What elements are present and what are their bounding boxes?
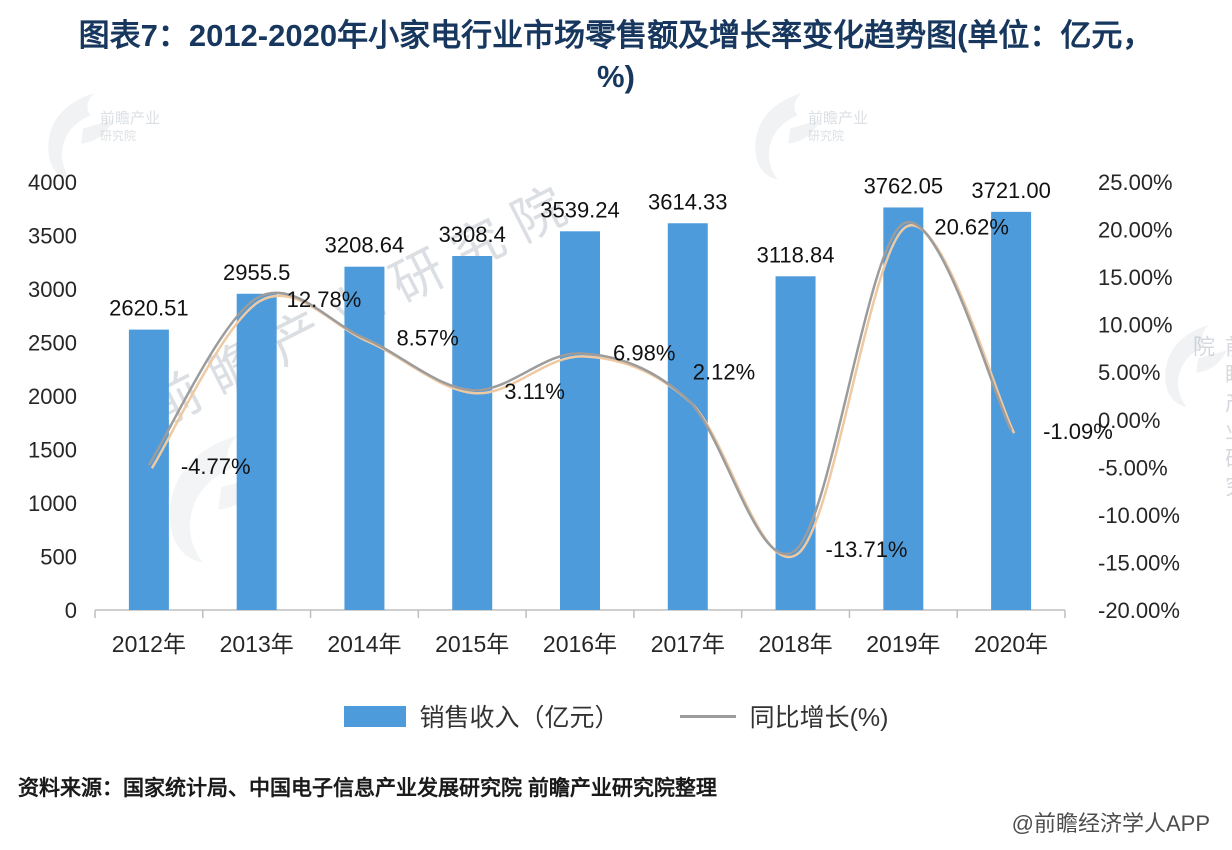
y-axis-left-tick: 500 — [40, 545, 77, 570]
bar-2012年 — [128, 329, 169, 610]
bar-value-label: 3208.64 — [325, 233, 405, 258]
y-axis-right-tick: 20.00% — [1098, 218, 1173, 243]
x-axis-category-label: 2013年 — [220, 631, 294, 657]
x-axis-category-label: 2019年 — [866, 631, 940, 657]
bar-2013年 — [236, 293, 277, 610]
bar-2016年 — [560, 231, 600, 610]
x-axis-category-label: 2012年 — [112, 631, 186, 657]
y-axis-left-tick: 3000 — [28, 277, 77, 302]
legend-label-line: 同比增长(%) — [749, 704, 889, 732]
y-axis-right-tick: -20.00% — [1098, 598, 1180, 623]
y-axis-left-tick: 2000 — [28, 384, 77, 409]
chart-title: 图表7：2012-2020年小家电行业市场零售额及增长率变化趋势图(单位：亿元，… — [78, 18, 1154, 94]
growth-value-label: -4.77% — [181, 454, 251, 479]
y-axis-left-tick: 1500 — [28, 438, 77, 463]
bar-value-label: 3539.24 — [540, 197, 620, 222]
growth-value-label: 3.11% — [504, 379, 565, 404]
chart-area: 0 500 1000 1500 2000 2500 3000 3500 4000 25.00% 20… — [0, 140, 1232, 700]
x-axis-category-label: 2015年 — [435, 631, 509, 657]
y-axis-right-tick: -10.00% — [1098, 503, 1180, 528]
legend: 销售收入（亿元） 同比增长(%) — [0, 698, 1232, 734]
y-axis-left-tick: 4000 — [28, 170, 77, 195]
bar-2019年 — [883, 207, 924, 611]
bar-value-label: 2955.5 — [223, 260, 290, 285]
bar-2014年 — [344, 266, 385, 610]
y-axis-right-tick: 5.00% — [1098, 360, 1160, 385]
x-axis-category-label: 2017年 — [651, 631, 725, 657]
x-axis-category-label: 2016年 — [543, 631, 617, 657]
y-axis-right-tick: 15.00% — [1098, 265, 1173, 290]
watermark-text-top-right: 前瞻产业 研究院 — [808, 110, 868, 144]
bar-2018年 — [775, 276, 816, 610]
y-axis-left-tick: 3500 — [28, 224, 77, 249]
source-note: 资料来源：国家统计局、中国电子信息产业发展研究院 前瞻产业研究院整理 — [18, 777, 717, 800]
growth-value-label: 6.98% — [613, 340, 675, 365]
legend-label-bars: 销售收入（亿元） — [419, 704, 620, 732]
bar-value-label: 3762.05 — [864, 173, 944, 198]
bar-value-label: 3308.4 — [439, 222, 506, 247]
line-series-swatch — [679, 714, 736, 718]
y-axis-right-tick: 25.00% — [1098, 170, 1173, 195]
growth-value-label: 12.78% — [287, 287, 362, 312]
y-axis-right-tick: -15.00% — [1098, 550, 1180, 575]
growth-value-label: -1.09% — [1043, 419, 1113, 444]
bar-series-swatch — [343, 705, 406, 727]
y-axis-right-tick: -5.00% — [1098, 455, 1168, 480]
x-axis-category-label: 2018年 — [758, 631, 832, 657]
credit-note: @前瞻经济学人APP — [1011, 811, 1210, 836]
legend-item-line: 同比增长(%) — [679, 698, 889, 734]
y-axis-left-tick: 1000 — [28, 491, 77, 516]
bar-2015年 — [452, 256, 493, 610]
y-axis-left-tick: 2500 — [28, 331, 77, 356]
watermark-brand-line1: 前瞻产业 — [808, 110, 869, 127]
x-axis-category-label: 2020年 — [974, 631, 1048, 657]
bar-value-label: 3118.84 — [757, 242, 835, 267]
watermark-brand-line1: 前瞻产业 — [100, 110, 161, 127]
bar-value-label: 3721.00 — [971, 178, 1051, 203]
growth-rate-line — [147, 221, 1013, 555]
y-axis-left-tick: 0 — [65, 598, 77, 623]
bar-2020年 — [991, 211, 1032, 610]
growth-value-label: 20.62% — [934, 215, 1009, 240]
x-axis-category-label: 2014年 — [327, 631, 401, 657]
bar-value-label: 3614.33 — [648, 189, 728, 214]
growth-line-shadow — [150, 224, 1016, 558]
growth-value-label: -13.71% — [826, 537, 908, 562]
bar-value-label: 2620.51 — [109, 296, 189, 321]
watermark-text-top-left: 前瞻产业 研究院 — [100, 110, 160, 144]
combo-chart: 0 500 1000 1500 2000 2500 3000 3500 4000 25.00% 20… — [28, 170, 1180, 657]
growth-value-label: 2.12% — [693, 360, 755, 385]
legend-item-bars: 销售收入（亿元） — [343, 698, 620, 734]
y-axis-right-tick: 10.00% — [1098, 313, 1173, 338]
growth-value-label: 8.57% — [396, 325, 458, 350]
y-axis-right-tick: 0.00% — [1098, 408, 1160, 433]
